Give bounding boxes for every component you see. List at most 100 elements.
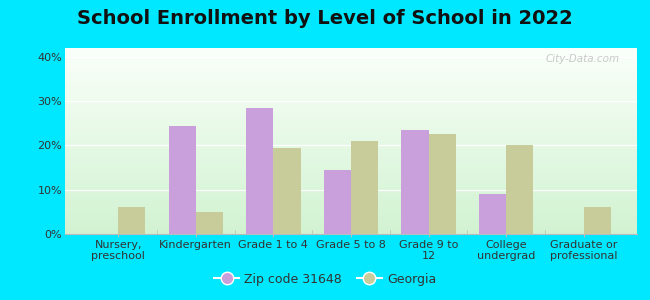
Bar: [65, 204, 637, 205]
Bar: [65, 123, 637, 124]
Bar: [65, 233, 637, 234]
Bar: [65, 65, 637, 66]
Bar: [65, 114, 637, 115]
Bar: [65, 164, 637, 165]
Bar: [65, 188, 637, 189]
Bar: [65, 189, 637, 190]
Bar: [65, 106, 637, 107]
Bar: [65, 157, 637, 158]
Bar: [65, 168, 637, 169]
Bar: [65, 149, 637, 150]
Bar: [65, 190, 637, 191]
Bar: [65, 99, 637, 100]
Bar: [65, 107, 637, 109]
Bar: [65, 64, 637, 65]
Bar: [65, 68, 637, 69]
Bar: [351, 141, 378, 234]
Bar: [65, 52, 637, 53]
Bar: [65, 61, 637, 62]
Bar: [65, 176, 637, 177]
Bar: [65, 232, 637, 233]
Bar: [65, 102, 637, 103]
Bar: [65, 104, 637, 105]
Bar: [65, 152, 637, 153]
Bar: [65, 74, 637, 75]
Bar: [65, 116, 637, 117]
Bar: [65, 108, 637, 110]
Bar: [65, 50, 637, 51]
Bar: [65, 84, 637, 85]
Bar: [65, 227, 637, 228]
Bar: [65, 55, 637, 56]
Bar: [65, 132, 637, 133]
Legend: Zip code 31648, Georgia: Zip code 31648, Georgia: [209, 268, 441, 291]
Bar: [65, 225, 637, 226]
Bar: [65, 140, 637, 141]
Bar: [196, 212, 223, 234]
Bar: [65, 53, 637, 54]
Bar: [65, 153, 637, 154]
Bar: [65, 139, 637, 140]
Bar: [65, 138, 637, 139]
Bar: [65, 66, 637, 67]
Bar: [65, 197, 637, 198]
Bar: [65, 181, 637, 182]
Bar: [65, 105, 637, 106]
Bar: [65, 183, 637, 184]
Bar: [65, 210, 637, 211]
Bar: [65, 160, 637, 161]
Bar: [65, 95, 637, 96]
Bar: [65, 193, 637, 194]
Bar: [65, 161, 637, 162]
Text: School Enrollment by Level of School in 2022: School Enrollment by Level of School in …: [77, 9, 573, 28]
Bar: [506, 146, 534, 234]
Bar: [65, 163, 637, 164]
Bar: [65, 154, 637, 155]
Bar: [65, 231, 637, 232]
Bar: [65, 223, 637, 224]
Bar: [65, 91, 637, 92]
Bar: [65, 72, 637, 73]
Bar: [65, 128, 637, 129]
Bar: [65, 58, 637, 59]
Bar: [65, 100, 637, 101]
Bar: [168, 125, 196, 234]
Bar: [118, 207, 146, 234]
Bar: [65, 143, 637, 144]
Bar: [65, 172, 637, 173]
Bar: [65, 216, 637, 217]
Bar: [65, 62, 637, 63]
Bar: [65, 94, 637, 95]
Bar: [65, 59, 637, 60]
Bar: [65, 85, 637, 86]
Bar: [65, 177, 637, 178]
Bar: [65, 213, 637, 214]
Bar: [65, 202, 637, 203]
Bar: [65, 158, 637, 159]
Bar: [402, 130, 428, 234]
Bar: [65, 194, 637, 195]
Bar: [65, 159, 637, 160]
Bar: [65, 220, 637, 221]
Bar: [65, 126, 637, 127]
Bar: [274, 148, 300, 234]
Bar: [65, 135, 637, 136]
Bar: [324, 170, 351, 234]
Bar: [65, 179, 637, 180]
Bar: [65, 165, 637, 166]
Bar: [65, 75, 637, 76]
Bar: [65, 226, 637, 227]
Bar: [65, 137, 637, 138]
Bar: [65, 182, 637, 183]
Bar: [65, 205, 637, 206]
Bar: [65, 162, 637, 163]
Bar: [65, 70, 637, 71]
Bar: [65, 71, 637, 72]
Bar: [65, 215, 637, 216]
Bar: [65, 115, 637, 116]
Bar: [65, 129, 637, 130]
Bar: [65, 155, 637, 156]
Bar: [65, 54, 637, 55]
Bar: [65, 184, 637, 185]
Bar: [65, 141, 637, 142]
